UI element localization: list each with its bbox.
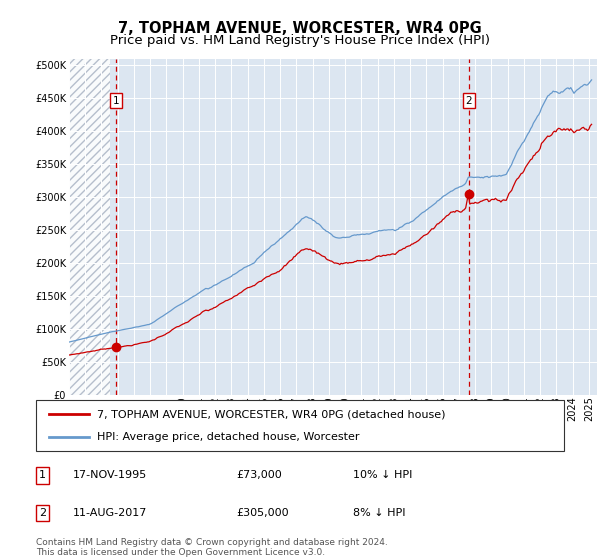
Text: 10% ↓ HPI: 10% ↓ HPI	[353, 470, 412, 480]
Text: 8% ↓ HPI: 8% ↓ HPI	[353, 508, 406, 518]
Text: 7, TOPHAM AVENUE, WORCESTER, WR4 0PG: 7, TOPHAM AVENUE, WORCESTER, WR4 0PG	[118, 21, 482, 36]
Text: 2: 2	[39, 508, 46, 518]
Text: £305,000: £305,000	[236, 508, 289, 518]
Text: 7, TOPHAM AVENUE, WORCESTER, WR4 0PG (detached house): 7, TOPHAM AVENUE, WORCESTER, WR4 0PG (de…	[97, 409, 445, 419]
FancyBboxPatch shape	[36, 400, 564, 451]
Text: Contains HM Land Registry data © Crown copyright and database right 2024.
This d: Contains HM Land Registry data © Crown c…	[36, 538, 388, 557]
Text: HPI: Average price, detached house, Worcester: HPI: Average price, detached house, Worc…	[97, 432, 359, 442]
Text: 1: 1	[39, 470, 46, 480]
Text: Price paid vs. HM Land Registry's House Price Index (HPI): Price paid vs. HM Land Registry's House …	[110, 34, 490, 46]
Text: 2: 2	[466, 96, 472, 106]
Text: 17-NOV-1995: 17-NOV-1995	[73, 470, 147, 480]
Text: 1: 1	[112, 96, 119, 106]
Text: £73,000: £73,000	[236, 470, 283, 480]
Text: 11-AUG-2017: 11-AUG-2017	[73, 508, 148, 518]
